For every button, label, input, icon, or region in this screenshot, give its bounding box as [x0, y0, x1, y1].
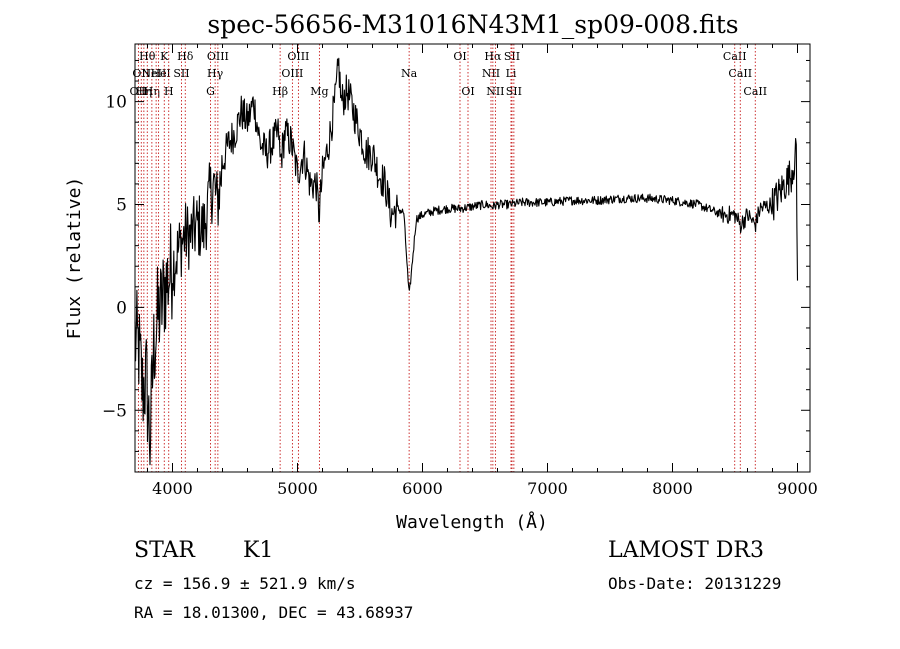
x-tick-label: 7000 — [527, 479, 568, 498]
x-tick-label: 4000 — [152, 479, 193, 498]
object-subclass: K1 — [243, 538, 274, 563]
coordinates: RA = 18.01300, DEC = 43.68937 — [134, 603, 414, 622]
line-marker-label: OIII — [281, 67, 303, 80]
line-marker-label: SII — [173, 67, 189, 80]
line-marker-label: OII — [130, 85, 148, 98]
line-marker-label: OI — [453, 50, 466, 63]
line-marker-label: Hδ — [177, 50, 194, 63]
redshift-value: cz = 156.9 ± 521.9 km/s — [134, 574, 356, 593]
chart-title: spec-56656-M31016N43M1_sp09-008.fits — [207, 10, 738, 39]
line-marker-label: NeIII — [142, 67, 171, 80]
spectrum-line — [134, 57, 799, 466]
line-marker-label: Hβ — [272, 85, 288, 98]
line-marker-label: OIII — [207, 50, 229, 63]
line-marker-label: CaII — [743, 85, 767, 98]
spectrum-chart: spec-56656-M31016N43M1_sp09-008.fits OII… — [64, 10, 818, 533]
object-class: STAR — [134, 538, 195, 563]
line-marker-label: Hη — [144, 85, 160, 98]
y-tick-label: 10 — [105, 93, 127, 113]
line-marker-label: Mg — [310, 85, 328, 98]
x-tick-label: 6000 — [402, 479, 443, 498]
obs-date: Obs-Date: 20131229 — [608, 574, 782, 593]
line-marker-label: SII — [506, 85, 522, 98]
plot-frame — [134, 43, 811, 473]
y-tick-label: 5 — [116, 196, 127, 216]
line-marker-label: OII — [132, 67, 150, 80]
x-axis-label: Wavelength (Å) — [396, 511, 548, 533]
line-marker-label: CaII — [723, 50, 747, 63]
line-marker-label: Hα — [484, 50, 502, 63]
line-marker-label: Hγ — [207, 67, 224, 80]
line-markers: OIIOIIHηHθHηNeIIIHeKHSIIHδGHγOIIIHβOIIIO… — [130, 44, 767, 472]
line-marker-label: Hη — [136, 85, 152, 98]
line-marker-label: K — [160, 50, 169, 63]
line-marker-label: Li — [506, 67, 517, 80]
line-marker-label: Hθ — [139, 50, 156, 63]
x-tick-label: 9000 — [777, 479, 818, 498]
line-marker-label: OIII — [287, 50, 309, 63]
y-tick-label: 0 — [116, 298, 127, 318]
line-marker-label: OI — [461, 85, 474, 98]
axis-ticks: 4000 5000 6000 7000 8000 9000 −5 0 5 10 — [102, 44, 818, 498]
x-tick-label: 5000 — [277, 479, 318, 498]
y-axis-label: Flux (relative) — [64, 177, 85, 340]
line-marker-label: H — [164, 85, 174, 98]
line-marker-label: CaII — [728, 67, 752, 80]
line-marker-label: Na — [401, 67, 418, 80]
line-marker-label: SII — [504, 50, 520, 63]
line-marker-label: NII — [486, 85, 504, 98]
x-tick-label: 8000 — [652, 479, 693, 498]
line-marker-label: G — [206, 85, 215, 98]
line-marker-label: NII — [482, 67, 500, 80]
y-tick-label: −5 — [102, 401, 127, 421]
survey-name: LAMOST DR3 — [608, 538, 764, 563]
line-marker-label: He — [151, 67, 167, 80]
